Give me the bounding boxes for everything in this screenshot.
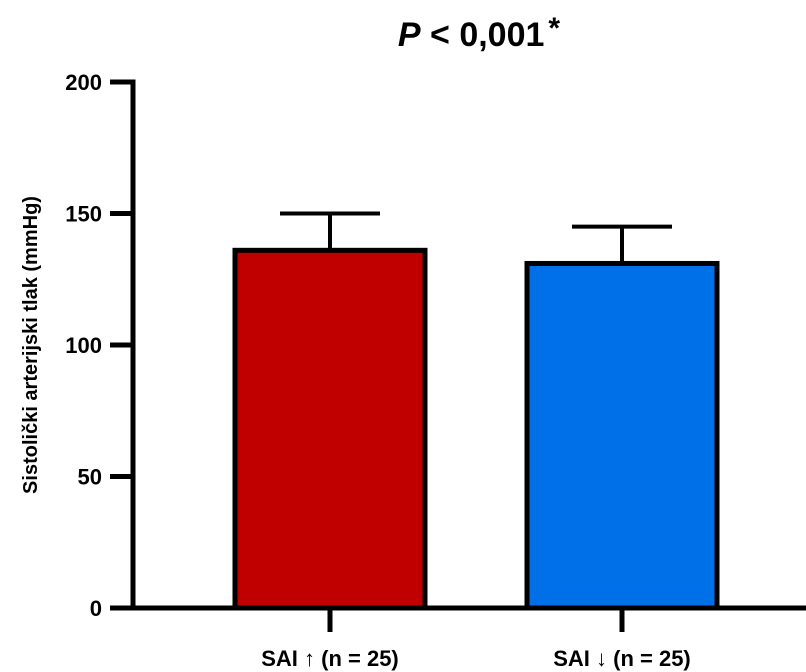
y-tick-label: 50 xyxy=(78,465,102,490)
y-tick-label: 200 xyxy=(65,70,102,95)
x-tick-label: SAI ↑ (n = 25) xyxy=(261,646,399,671)
title-significance-mark: * xyxy=(548,12,560,45)
y-axis-title: Sistolički arterijski tlak (mmHg) xyxy=(20,196,42,494)
title-p-value: < 0,001 xyxy=(421,16,545,54)
bars xyxy=(232,211,720,611)
bar xyxy=(524,260,720,611)
y-tick-label: 0 xyxy=(90,596,102,621)
axes: 0 50 100 150 200 SAI ↑ (n = 25) SAI ↓ (n = 25) xyxy=(65,70,806,671)
chart-title: P < 0,001 * xyxy=(398,12,561,54)
x-tick-label: SAI ↓ (n = 25) xyxy=(553,646,691,671)
bar xyxy=(232,247,428,611)
y-tick-label: 150 xyxy=(65,202,102,227)
y-tick-label: 100 xyxy=(65,333,102,358)
title-p-symbol: P xyxy=(398,16,421,54)
